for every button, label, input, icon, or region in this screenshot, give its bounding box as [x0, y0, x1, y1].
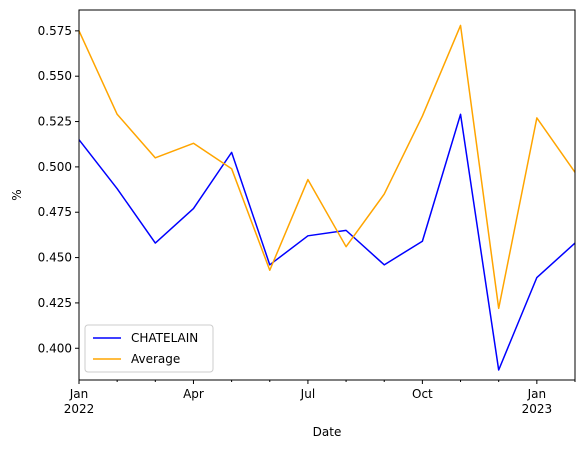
x-tick-label: Oct	[412, 387, 433, 401]
x-axis-title: Date	[313, 425, 342, 439]
legend-box	[84, 324, 214, 373]
series-line-chatelain	[78, 113, 576, 371]
y-tick-label: 0.500	[38, 160, 72, 174]
x-tick-label: Jul	[300, 387, 315, 401]
series-line-average	[78, 24, 576, 310]
x-tick-label: 2022	[64, 402, 95, 416]
y-tick-label: 0.575	[38, 24, 72, 38]
y-tick-label: 0.475	[38, 205, 72, 219]
legend-label: CHATELAIN	[131, 331, 198, 345]
plot-frame	[78, 9, 576, 381]
x-tick-label: Jan	[69, 387, 89, 401]
plot-area	[79, 10, 575, 380]
y-tick-label: 0.550	[38, 69, 72, 83]
legend: CHATELAIN Average	[84, 324, 214, 373]
y-axis-title: %	[10, 189, 24, 200]
y-tick-label: 0.400	[38, 341, 72, 355]
x-tick-label: 2023	[522, 402, 553, 416]
x-tick-label: Jan	[527, 387, 547, 401]
x-tick-label: Apr	[183, 387, 204, 401]
y-tick-label: 0.525	[38, 115, 72, 129]
legend-label: Average	[131, 352, 180, 366]
y-tick-label: 0.425	[38, 296, 72, 310]
y-tick-label: 0.450	[38, 251, 72, 265]
y-axis: 0.400 0.425 0.450 0.475 0.500 0.525 0.550 0.575	[38, 24, 79, 355]
series-layer	[78, 24, 576, 371]
